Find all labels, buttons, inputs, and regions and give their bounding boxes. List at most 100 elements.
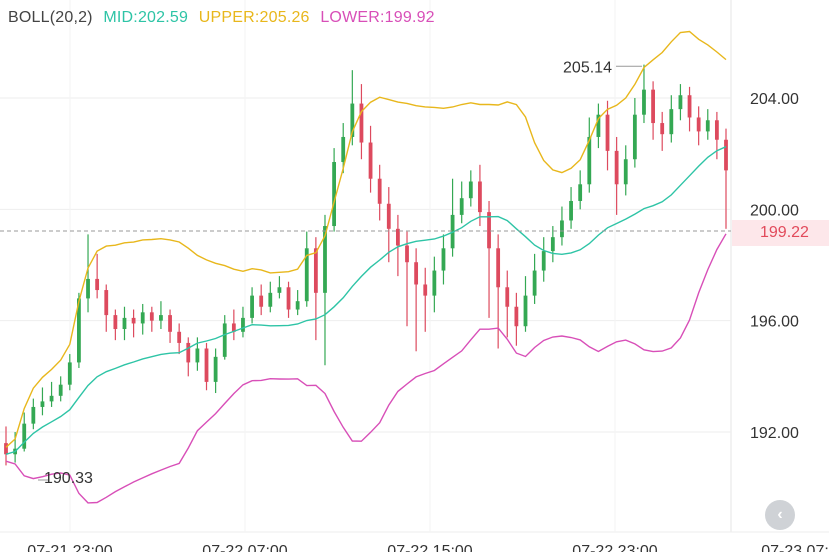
candle-body xyxy=(395,228,400,246)
scroll-back-button[interactable]: ‹ xyxy=(765,500,795,530)
candle-body xyxy=(104,290,109,316)
candle-body xyxy=(67,362,72,385)
x-tick-label: 07-21 23:00 xyxy=(27,543,113,552)
chevron-left-icon: ‹ xyxy=(777,506,783,523)
candle-body xyxy=(596,114,601,137)
candle-body xyxy=(22,423,27,449)
y-tick-label: 196.00 xyxy=(750,314,799,331)
candle-body xyxy=(204,348,209,382)
candle-body xyxy=(40,401,45,407)
candle-body xyxy=(113,315,118,330)
candle-body xyxy=(86,278,90,299)
x-tick-label: 07-22 23:00 xyxy=(572,543,658,552)
candle-body xyxy=(250,295,254,318)
candle-body xyxy=(496,248,501,288)
boll-mid-line xyxy=(5,146,727,455)
candle-body xyxy=(304,248,309,302)
legend-lower: LOWER:199.92 xyxy=(320,9,435,26)
candle-body xyxy=(341,136,346,163)
candle-body xyxy=(505,287,510,307)
candle-body xyxy=(140,312,145,324)
y-tick-label: 204.00 xyxy=(750,91,799,108)
candle-body xyxy=(122,317,127,330)
candle-body xyxy=(149,312,154,321)
candle-body xyxy=(541,251,546,271)
boll-legend: BOLL(20,2) MID:202.59 UPPER:205.26 LOWER… xyxy=(8,9,441,27)
candle-body xyxy=(550,237,555,252)
candle-body xyxy=(313,248,318,293)
candle-body xyxy=(642,89,646,115)
legend-upper: UPPER:205.26 xyxy=(198,9,310,26)
candle-body xyxy=(268,292,273,307)
candle-body xyxy=(423,284,428,296)
candle-body xyxy=(569,200,573,221)
candle-body xyxy=(332,162,337,227)
candle-body xyxy=(295,301,300,310)
candle-body xyxy=(678,95,683,110)
candle-body xyxy=(368,142,373,179)
candle-body xyxy=(478,181,482,213)
x-tick-label: 07-22 15:00 xyxy=(387,543,473,552)
candle-body xyxy=(377,178,382,204)
candle-body xyxy=(414,262,419,285)
candle-body xyxy=(705,120,710,132)
candle-body xyxy=(222,323,227,357)
candle-body xyxy=(131,317,136,324)
candle-body xyxy=(241,317,245,332)
candle-body xyxy=(350,103,355,137)
candle-body xyxy=(714,120,719,140)
candle-body xyxy=(386,203,391,229)
candle-body xyxy=(95,278,100,291)
candle-body xyxy=(724,139,728,171)
candle-body xyxy=(587,136,592,185)
low-annotation: 190.33 xyxy=(44,470,93,487)
legend-indicator: BOLL(20,2) xyxy=(8,9,93,26)
candle-body xyxy=(487,212,491,249)
candle-body xyxy=(213,356,218,382)
current-price-tag xyxy=(732,220,829,246)
candle-body xyxy=(669,109,674,135)
candle-body xyxy=(49,395,54,402)
candle-body xyxy=(323,226,327,293)
candle-body xyxy=(186,342,191,363)
candle-body xyxy=(578,184,583,201)
candle-body xyxy=(168,315,172,332)
candle-body xyxy=(259,295,264,307)
candle-body xyxy=(359,103,364,143)
candle-body xyxy=(277,287,282,293)
candle-body xyxy=(405,245,409,263)
candle-body xyxy=(77,298,81,363)
candle-body xyxy=(560,220,564,238)
current-price-label: 199.22 xyxy=(760,224,809,241)
candle-body xyxy=(159,315,163,321)
candle-body xyxy=(687,95,692,118)
candle-body xyxy=(605,114,610,151)
y-tick-label: 192.00 xyxy=(750,425,799,442)
y-tick-label: 200.00 xyxy=(750,202,799,219)
candle-body xyxy=(632,114,637,160)
high-annotation: 205.14 xyxy=(563,59,612,76)
candle-body xyxy=(441,248,446,271)
boll-upper-line xyxy=(5,30,727,448)
candle-body xyxy=(523,295,528,327)
candle-body xyxy=(623,159,628,185)
candle-body xyxy=(432,270,437,296)
boll-lower-line xyxy=(5,233,727,504)
candle-body xyxy=(696,117,701,132)
x-tick-label: 07-23 07: xyxy=(761,543,829,552)
legend-mid: MID:202.59 xyxy=(103,9,189,26)
candle-body xyxy=(459,198,464,215)
candle-body xyxy=(177,331,182,343)
candle-body xyxy=(532,270,537,296)
x-tick-label: 07-22 07:00 xyxy=(202,543,288,552)
candle-body xyxy=(660,123,665,135)
candle-body xyxy=(614,150,619,185)
candle-body xyxy=(31,406,36,424)
candle-body xyxy=(4,443,8,455)
candle-body xyxy=(468,181,473,199)
candle-body xyxy=(195,348,200,363)
candle-body xyxy=(514,306,519,327)
candle-body xyxy=(286,287,291,310)
